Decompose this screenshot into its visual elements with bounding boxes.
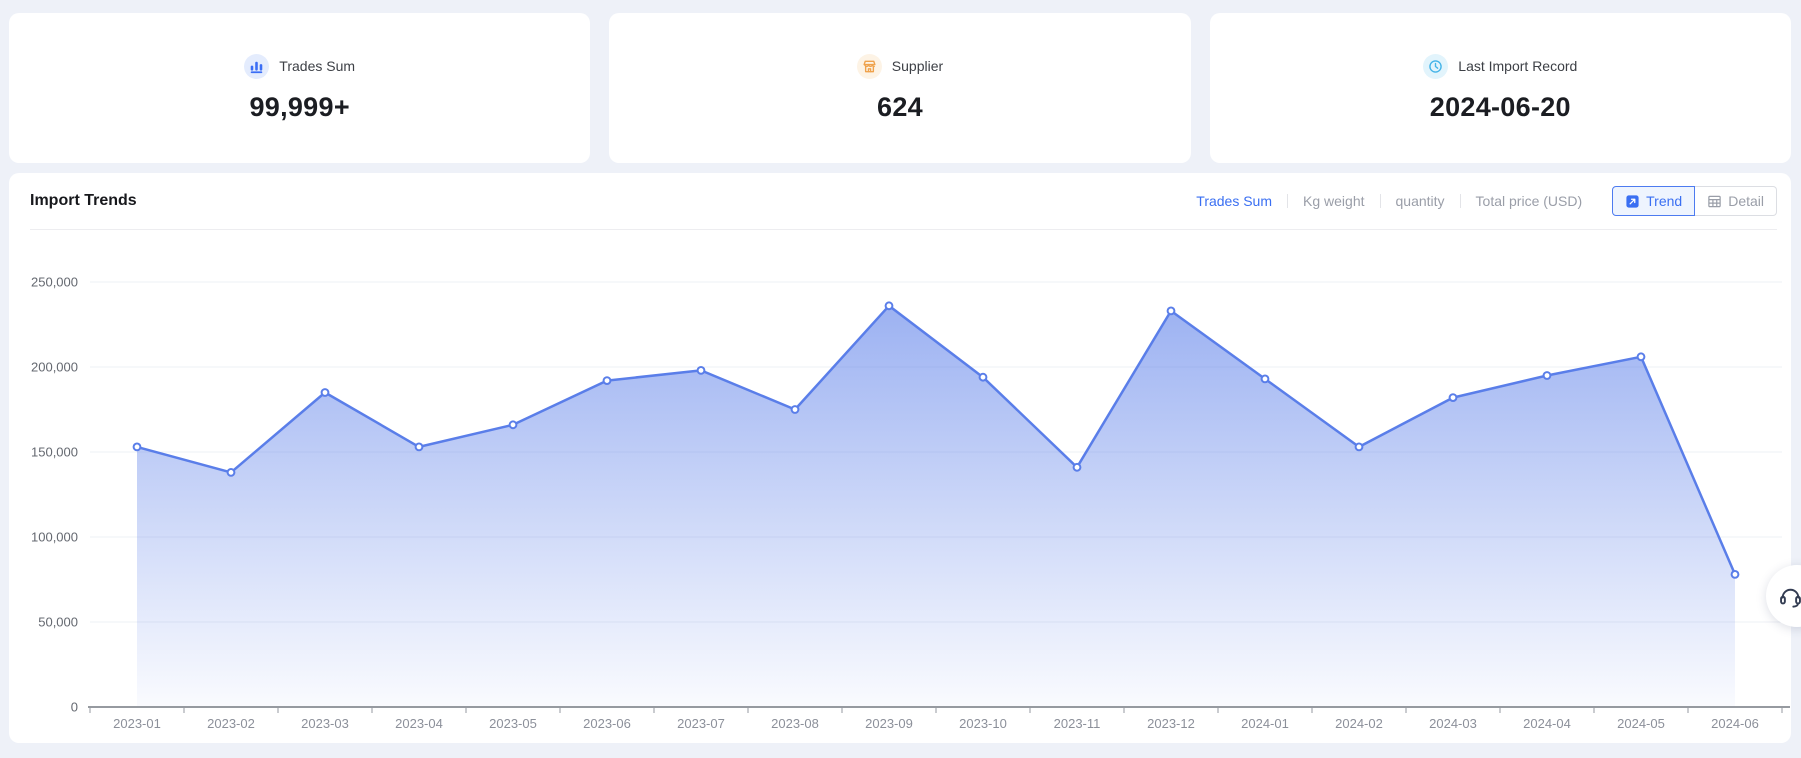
svg-text:2023-10: 2023-10 [959,716,1007,731]
svg-text:0: 0 [71,700,78,715]
trend-line [136,304,1737,575]
x-axis-ticks [89,708,1783,713]
tab-quantity[interactable]: quantity [1395,193,1445,209]
svg-text:2023-02: 2023-02 [207,716,255,731]
headset-icon [1779,588,1801,608]
stat-card-supplier: Supplier 624 [609,13,1191,163]
trend-button-label: Trend [1646,193,1683,209]
tab-separator [1287,194,1289,208]
detail-button-label: Detail [1728,193,1764,209]
svg-text:2024-04: 2024-04 [1523,716,1571,731]
svg-text:2023-07: 2023-07 [677,716,725,731]
svg-text:2023-11: 2023-11 [1054,716,1101,731]
tab-trades-sum[interactable]: Trades Sum [1196,193,1273,209]
svg-text:50,000: 50,000 [38,615,78,630]
clock-icon [1423,53,1449,79]
stat-card-trades-sum: Trades Sum 99,999+ [9,13,591,163]
svg-text:2023-08: 2023-08 [771,716,819,731]
x-axis-labels: 2023-01 2023-02 2023-03 2023-04 2023-05 2023-… [113,716,1759,731]
view-toggle: Trend Detail [1612,186,1777,216]
stat-value: 624 [877,91,923,122]
svg-text:100,000: 100,000 [31,530,78,545]
tab-total-price[interactable]: Total price (USD) [1475,193,1583,209]
stat-value: 2024-06-20 [1429,91,1571,122]
stat-value: 99,999+ [249,91,350,122]
stat-card-last-import: Last Import Record 2024-06-20 [1209,13,1791,163]
svg-text:200,000: 200,000 [31,360,78,375]
stat-label: Last Import Record [1458,58,1578,74]
data-point-markers [132,301,1740,579]
stat-label: Trades Sum [279,58,356,74]
svg-text:2024-03: 2024-03 [1429,716,1477,731]
trend-icon [1625,194,1640,209]
svg-text:2023-06: 2023-06 [583,716,631,731]
y-axis-labels: 0 50,000 100,000 150,000 200,000 250,000 [31,275,78,715]
tab-separator [1459,194,1461,208]
table-icon [1707,194,1722,209]
tab-kg-weight[interactable]: Kg weight [1303,193,1365,209]
svg-text:2023-12: 2023-12 [1147,716,1195,731]
svg-text:2023-09: 2023-09 [865,716,913,731]
svg-text:2023-04: 2023-04 [395,716,443,731]
svg-text:2024-02: 2024-02 [1335,716,1383,731]
import-trends-chart: 0 50,000 100,000 150,000 200,000 250,000 2023-… [31,275,1790,731]
svg-text:2024-01: 2024-01 [1241,716,1289,731]
svg-text:2023-05: 2023-05 [489,716,537,731]
svg-text:2023-01: 2023-01 [113,716,161,731]
bar-chart-icon [244,53,270,79]
svg-text:2023-03: 2023-03 [301,716,349,731]
chart-body: 0 50,000 100,000 150,000 200,000 250,000 2023-… [9,230,1791,743]
svg-text:2024-06: 2024-06 [1711,716,1759,731]
svg-text:250,000: 250,000 [31,275,78,290]
detail-view-button[interactable]: Detail [1695,186,1777,216]
svg-text:150,000: 150,000 [31,445,78,460]
svg-text:2024-05: 2024-05 [1617,716,1665,731]
trend-view-button[interactable]: Trend [1612,186,1696,216]
stat-label: Supplier [891,58,944,74]
area-fill [137,305,1735,707]
storefront-icon [856,53,882,79]
metric-tabs: Trades Sum Kg weight quantity Total pric… [1196,193,1582,209]
chart-title: Import Trends [30,192,137,209]
chart-header: Import Trends Trades Sum Kg weight quant… [30,173,1777,230]
import-trends-card: Import Trends Trades Sum Kg weight quant… [9,173,1791,743]
tab-separator [1379,194,1381,208]
stat-card-row: Trades Sum 99,999+ Supplier 624 [9,13,1791,163]
